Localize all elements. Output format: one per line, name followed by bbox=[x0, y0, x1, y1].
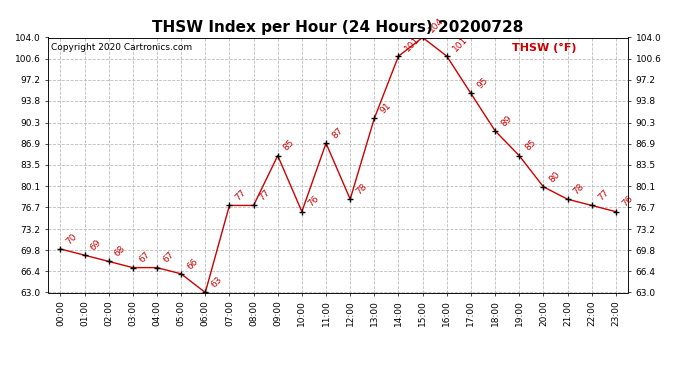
Text: 68: 68 bbox=[113, 244, 128, 259]
Text: 67: 67 bbox=[137, 251, 152, 265]
Text: 87: 87 bbox=[331, 126, 345, 141]
Text: 63: 63 bbox=[210, 275, 224, 290]
Text: 77: 77 bbox=[596, 188, 611, 202]
Text: 69: 69 bbox=[89, 238, 104, 252]
Text: Copyright 2020 Cartronics.com: Copyright 2020 Cartronics.com bbox=[51, 43, 193, 52]
Text: 80: 80 bbox=[548, 170, 562, 184]
Text: 101: 101 bbox=[451, 35, 469, 53]
Text: THSW (°F): THSW (°F) bbox=[512, 43, 576, 52]
Text: 85: 85 bbox=[524, 138, 538, 153]
Text: 66: 66 bbox=[186, 256, 200, 271]
Text: 70: 70 bbox=[65, 232, 79, 246]
Text: 78: 78 bbox=[355, 182, 369, 196]
Text: 67: 67 bbox=[161, 251, 176, 265]
Text: 95: 95 bbox=[475, 76, 490, 91]
Text: 78: 78 bbox=[572, 182, 586, 196]
Text: 76: 76 bbox=[306, 194, 321, 209]
Text: 101: 101 bbox=[403, 35, 421, 53]
Text: 89: 89 bbox=[500, 114, 514, 128]
Text: 104: 104 bbox=[427, 16, 445, 35]
Text: 76: 76 bbox=[620, 194, 635, 209]
Text: 85: 85 bbox=[282, 138, 297, 153]
Text: 77: 77 bbox=[258, 188, 273, 202]
Text: 91: 91 bbox=[379, 101, 393, 115]
Title: THSW Index per Hour (24 Hours) 20200728: THSW Index per Hour (24 Hours) 20200728 bbox=[152, 20, 524, 35]
Text: 77: 77 bbox=[234, 188, 248, 202]
